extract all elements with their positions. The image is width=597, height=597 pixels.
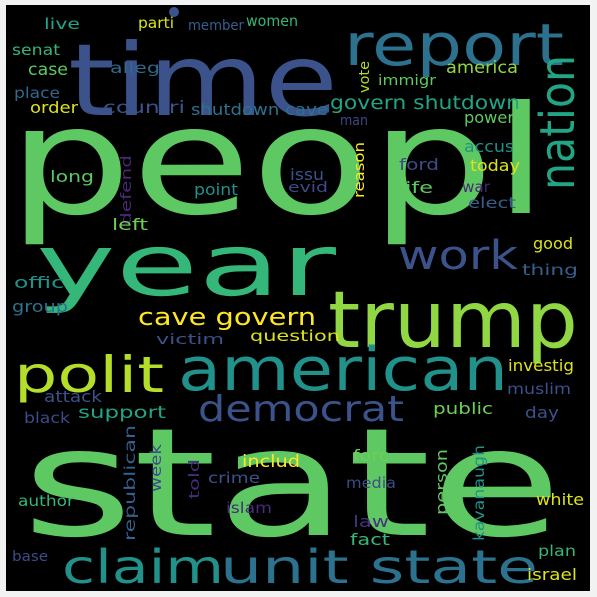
word-defend: defend [119,155,135,225]
word-point: point [194,180,238,199]
word-america: america [446,58,518,78]
word-reason: reason [352,142,368,198]
word-time: time [68,22,338,139]
word-israel: israel [527,565,577,584]
word-shutdown-cave: shutdown cave [191,100,328,119]
word-question: question [250,327,340,345]
word-ford: ford [399,155,439,174]
word-public: public [433,399,493,418]
word-thing: thing [522,261,578,279]
word-peopl: peopl [8,75,548,249]
word-man: man [340,113,368,129]
word-attack: attack [44,387,103,406]
word-group: group [12,297,68,316]
word-kavanaugh: kavanaugh [470,445,488,541]
word-life: life [399,178,433,197]
word-vote: vote [357,61,373,93]
word-issu: issu [290,165,324,184]
word-told: told [187,459,203,499]
word-fact: fact [350,530,390,549]
word-islam: islam [226,499,272,517]
word-live: live [44,15,80,33]
word-place: place [14,84,60,102]
word-offic: offic [14,273,64,292]
word-case: case [28,60,68,80]
word-year: year [36,216,337,316]
word-crime: crime [208,469,260,487]
word-today: today [470,156,520,175]
dot-mark [169,7,179,17]
word-good: good [533,234,573,253]
word-base: base [12,549,48,565]
word-muslim: muslim [507,380,571,398]
word-accus: accus [464,137,514,156]
word-evid: evid [288,180,328,196]
word-american: american [178,335,508,405]
word-media: media [346,474,396,492]
word-alleg: alleg [110,59,160,77]
word-democrat: democrat [198,389,404,430]
word-forc: forc [353,446,389,465]
word-author: author [18,492,75,510]
word-week: week [147,444,165,492]
word-order: order [30,98,78,117]
word-cloud: peopl state time year report trump american nat… [6,5,590,591]
word-support: support [78,403,166,423]
word-senat: senat [12,41,60,59]
word-elect: elect [468,194,516,212]
word-member: member [188,18,244,34]
word-left: left [112,215,148,234]
word-immigr: immigr [378,73,436,89]
word-long: long [50,167,94,186]
word-includ: includ [242,452,300,472]
word-trump: trump [328,276,578,366]
word-investig: investig [508,356,574,375]
word-day: day [525,403,559,422]
word-nation: nation [530,55,586,190]
word-black: black [24,409,70,427]
word-white: white [536,490,584,509]
word-report: report [344,11,564,79]
word-parti: parti [138,14,174,32]
word-polit: polit [14,346,164,404]
word-unit-state: unit state [220,540,538,591]
word-republican: republican [121,425,139,541]
word-work: work [398,233,519,279]
word-war: war [462,178,491,196]
word-claim: claim [62,540,224,591]
word-power: power [464,108,514,127]
word-cave-govern: cave govern [138,303,316,331]
word-countri: countri [103,98,185,118]
word-plan: plan [538,542,576,560]
word-person: person [432,449,451,515]
word-women: women [246,12,298,30]
word-govern-shutdown: govern shutdown [330,92,520,114]
word-state: state [22,397,562,571]
word-law: law [353,512,389,531]
word-victim: victim [156,332,224,348]
